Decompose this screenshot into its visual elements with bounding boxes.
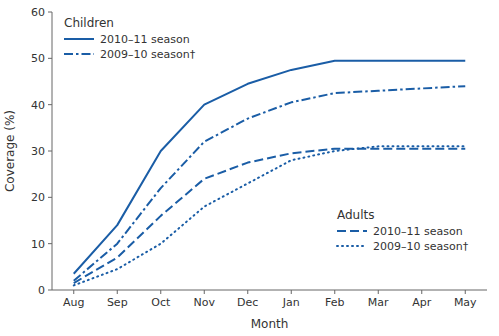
legend-label: 2009–10 season† [100, 48, 196, 61]
x-tick [378, 290, 379, 294]
legend-swatch [337, 245, 367, 247]
x-tick-label: Apr [412, 296, 432, 309]
legend: Adults 2010–11 season 2009–10 season† [337, 208, 469, 253]
x-tick-label: Nov [194, 296, 216, 309]
y-tick-label: 30 [31, 145, 45, 158]
legend-title: Children [64, 16, 114, 30]
y-tick [48, 104, 52, 105]
series-line [74, 149, 466, 283]
x-tick [160, 290, 161, 294]
x-tick-label: Jan [282, 296, 300, 309]
chart-container: 0 10 20 30 40 50 60 Aug Sep Oct Nov Dec Jan Feb Mar Apr… [0, 0, 499, 336]
series-line [74, 146, 466, 285]
x-tick [117, 290, 118, 294]
x-tick-label: Feb [325, 296, 344, 309]
x-tick [204, 290, 205, 294]
y-tick [48, 151, 52, 152]
legend: Children 2010–11 season 2009–10 season† [64, 16, 196, 61]
x-tick [73, 290, 74, 294]
x-tick-label: May [454, 296, 477, 309]
y-tick [48, 58, 52, 59]
y-tick-label: 60 [31, 6, 45, 19]
y-tick-label: 40 [31, 99, 45, 112]
x-tick-label: Aug [63, 296, 84, 309]
x-tick-label: Oct [151, 296, 171, 309]
x-axis-label: Month [251, 317, 289, 331]
y-tick-label: 10 [31, 238, 45, 251]
legend-swatch [64, 38, 94, 40]
y-tick [48, 197, 52, 198]
legend-label: 2010–11 season [373, 225, 463, 238]
x-tick-label: Dec [237, 296, 258, 309]
legend-title: Adults [337, 208, 375, 222]
x-tick [465, 290, 466, 294]
legend-label: 2010–11 season [100, 33, 190, 46]
y-axis-line [52, 12, 53, 290]
y-tick-label: 20 [31, 191, 45, 204]
x-tick-label: Mar [368, 296, 389, 309]
chart: 0 10 20 30 40 50 60 Aug Sep Oct Nov Dec Jan Feb Mar Apr… [0, 0, 499, 336]
x-tick-label: Sep [107, 296, 128, 309]
x-tick [334, 290, 335, 294]
y-tick [48, 243, 52, 244]
y-tick [48, 290, 52, 291]
legend-swatch [337, 230, 367, 232]
x-tick [421, 290, 422, 294]
y-tick-label: 50 [31, 52, 45, 65]
x-tick [247, 290, 248, 294]
legend-label: 2009–10 season† [373, 240, 469, 253]
y-tick-label: 0 [38, 284, 45, 297]
x-axis-line [52, 290, 487, 291]
legend-swatch [64, 53, 94, 55]
y-axis-label: Coverage (%) [3, 110, 17, 192]
y-tick [48, 12, 52, 13]
x-tick [291, 290, 292, 294]
